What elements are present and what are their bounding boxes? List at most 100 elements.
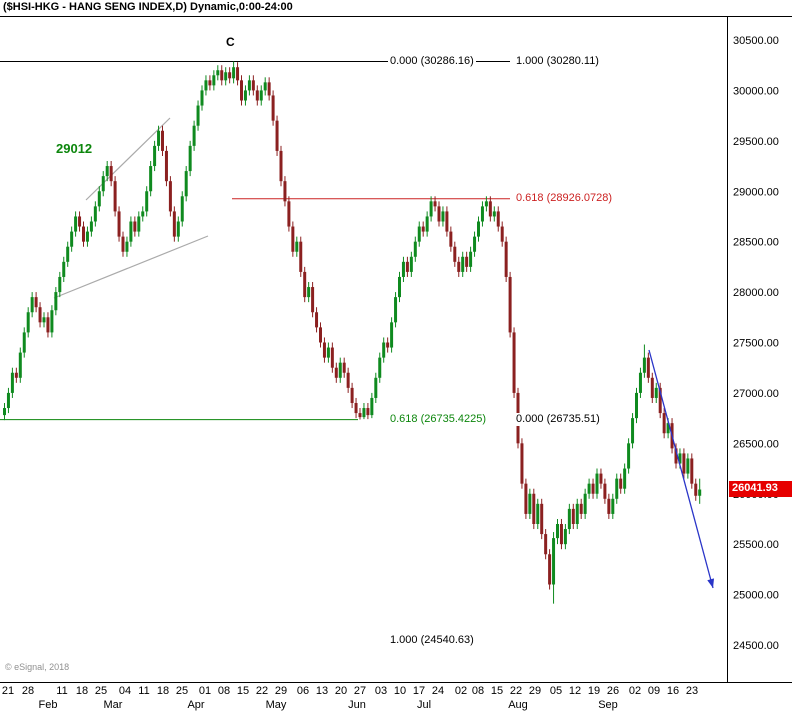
candle-body [409, 256, 413, 272]
x-axis-date: 16 [667, 685, 679, 697]
copyright-watermark: © eSignal, 2018 [5, 662, 70, 672]
x-axis-date: 15 [491, 685, 503, 697]
candle-body [567, 508, 571, 530]
x-axis: 21 28 11 18 25 04 11 18 25 01 08 15 22 29 06 13 20 27 03 10… [2, 685, 698, 711]
chart-frame [0, 16, 792, 683]
candle-body [615, 478, 619, 499]
x-axis-date: 29 [529, 685, 541, 697]
candle-body [544, 534, 548, 555]
candle-body [58, 276, 62, 293]
candle-body [445, 211, 449, 232]
candle-body [240, 80, 243, 101]
candle-body [488, 201, 492, 217]
x-axis-date: 21 [2, 685, 14, 697]
trendline [53, 235, 209, 299]
candle-body [401, 261, 405, 277]
projection-arrow[interactable] [648, 349, 715, 589]
candle-body [477, 221, 480, 237]
candle-body [137, 216, 141, 232]
candle-body [338, 362, 342, 378]
trendlines[interactable] [53, 117, 209, 299]
candle-body [650, 377, 654, 398]
candle-body [386, 342, 390, 348]
candle-body [642, 357, 646, 373]
x-axis-date: 25 [95, 685, 107, 697]
candle-body [10, 372, 14, 393]
candle-body [271, 95, 275, 121]
candle-body [350, 387, 354, 403]
candle-body [125, 241, 129, 252]
fib-level-label[interactable]: 0.618 (26735.4225) [388, 412, 489, 426]
candle-body [635, 392, 638, 419]
x-axis-date: 08 [218, 685, 230, 697]
candle-body [161, 130, 164, 151]
candle-body [78, 216, 82, 227]
candle-body [42, 317, 46, 323]
candle-body [575, 503, 579, 524]
candle-body [105, 166, 109, 177]
candle-body [484, 201, 488, 207]
candle-body [319, 327, 322, 343]
candle-body [370, 397, 374, 416]
candle-body [97, 191, 101, 207]
candle-body [398, 276, 401, 298]
fib-level-label[interactable]: 1.000 (30280.11) [514, 55, 601, 69]
candle-body [133, 221, 137, 232]
candle-body [82, 226, 85, 242]
y-axis-label: 26500.00 [733, 438, 779, 450]
candle-body [291, 226, 295, 252]
candle-body [666, 423, 670, 434]
candle-body [686, 458, 690, 474]
x-axis-date: 12 [569, 685, 581, 697]
y-axis-label: 29000.00 [733, 186, 779, 198]
candle-body [307, 287, 311, 298]
candle-body [449, 231, 453, 247]
arrow-head-icon [707, 578, 715, 588]
candle-body [129, 221, 133, 242]
x-axis-date: 17 [413, 685, 425, 697]
x-axis-date: 10 [394, 685, 406, 697]
candle-body [512, 332, 516, 393]
candle-body [429, 201, 433, 217]
candle-body [405, 261, 409, 272]
fib-level-label[interactable]: 0.000 (26735.51) [514, 412, 602, 426]
x-axis-date: 02 [455, 685, 467, 697]
fib-level-label[interactable]: 1.000 (24540.63) [388, 633, 476, 647]
candle-body [571, 508, 575, 524]
chart-title: ($HSI-HKG - HANG SENG INDEX,D) Dynamic,0… [0, 0, 792, 17]
candle-body [524, 483, 528, 514]
candle-body [26, 312, 30, 333]
candle-body [623, 468, 627, 489]
candle-body [599, 473, 603, 484]
candle-body [204, 80, 208, 91]
x-axis-date: 08 [472, 685, 484, 697]
x-axis-month: Sep [598, 699, 618, 711]
candle-body [453, 246, 457, 262]
x-axis-month: Feb [39, 699, 58, 711]
candle-body [330, 347, 334, 368]
fibonacci-lines[interactable] [0, 61, 510, 421]
candle-body [149, 166, 153, 192]
x-axis-date: 18 [157, 685, 169, 697]
price-annotation-29012[interactable]: 29012 [56, 141, 93, 156]
fib-level-label[interactable]: 0.618 (28926.0728) [514, 191, 615, 205]
x-axis-date: 01 [199, 685, 211, 697]
candle-body [101, 176, 105, 192]
x-axis-date: 22 [256, 685, 268, 697]
candle-body [216, 70, 220, 76]
y-axis-label: 28500.00 [733, 237, 779, 249]
candle-body [212, 75, 216, 86]
candle-body [646, 357, 650, 378]
x-axis-date: 25 [176, 685, 188, 697]
candle-body [267, 82, 271, 96]
candle-body [548, 554, 552, 585]
wave-label-c[interactable]: C [226, 35, 235, 49]
candle-body [382, 342, 386, 358]
candle-body [228, 72, 232, 79]
candle-body [607, 498, 611, 514]
fib-level-label[interactable]: 0.000 (30286.16) [388, 54, 476, 68]
candle-body [295, 241, 299, 252]
candle-body [109, 166, 113, 182]
candle-body [603, 483, 607, 499]
